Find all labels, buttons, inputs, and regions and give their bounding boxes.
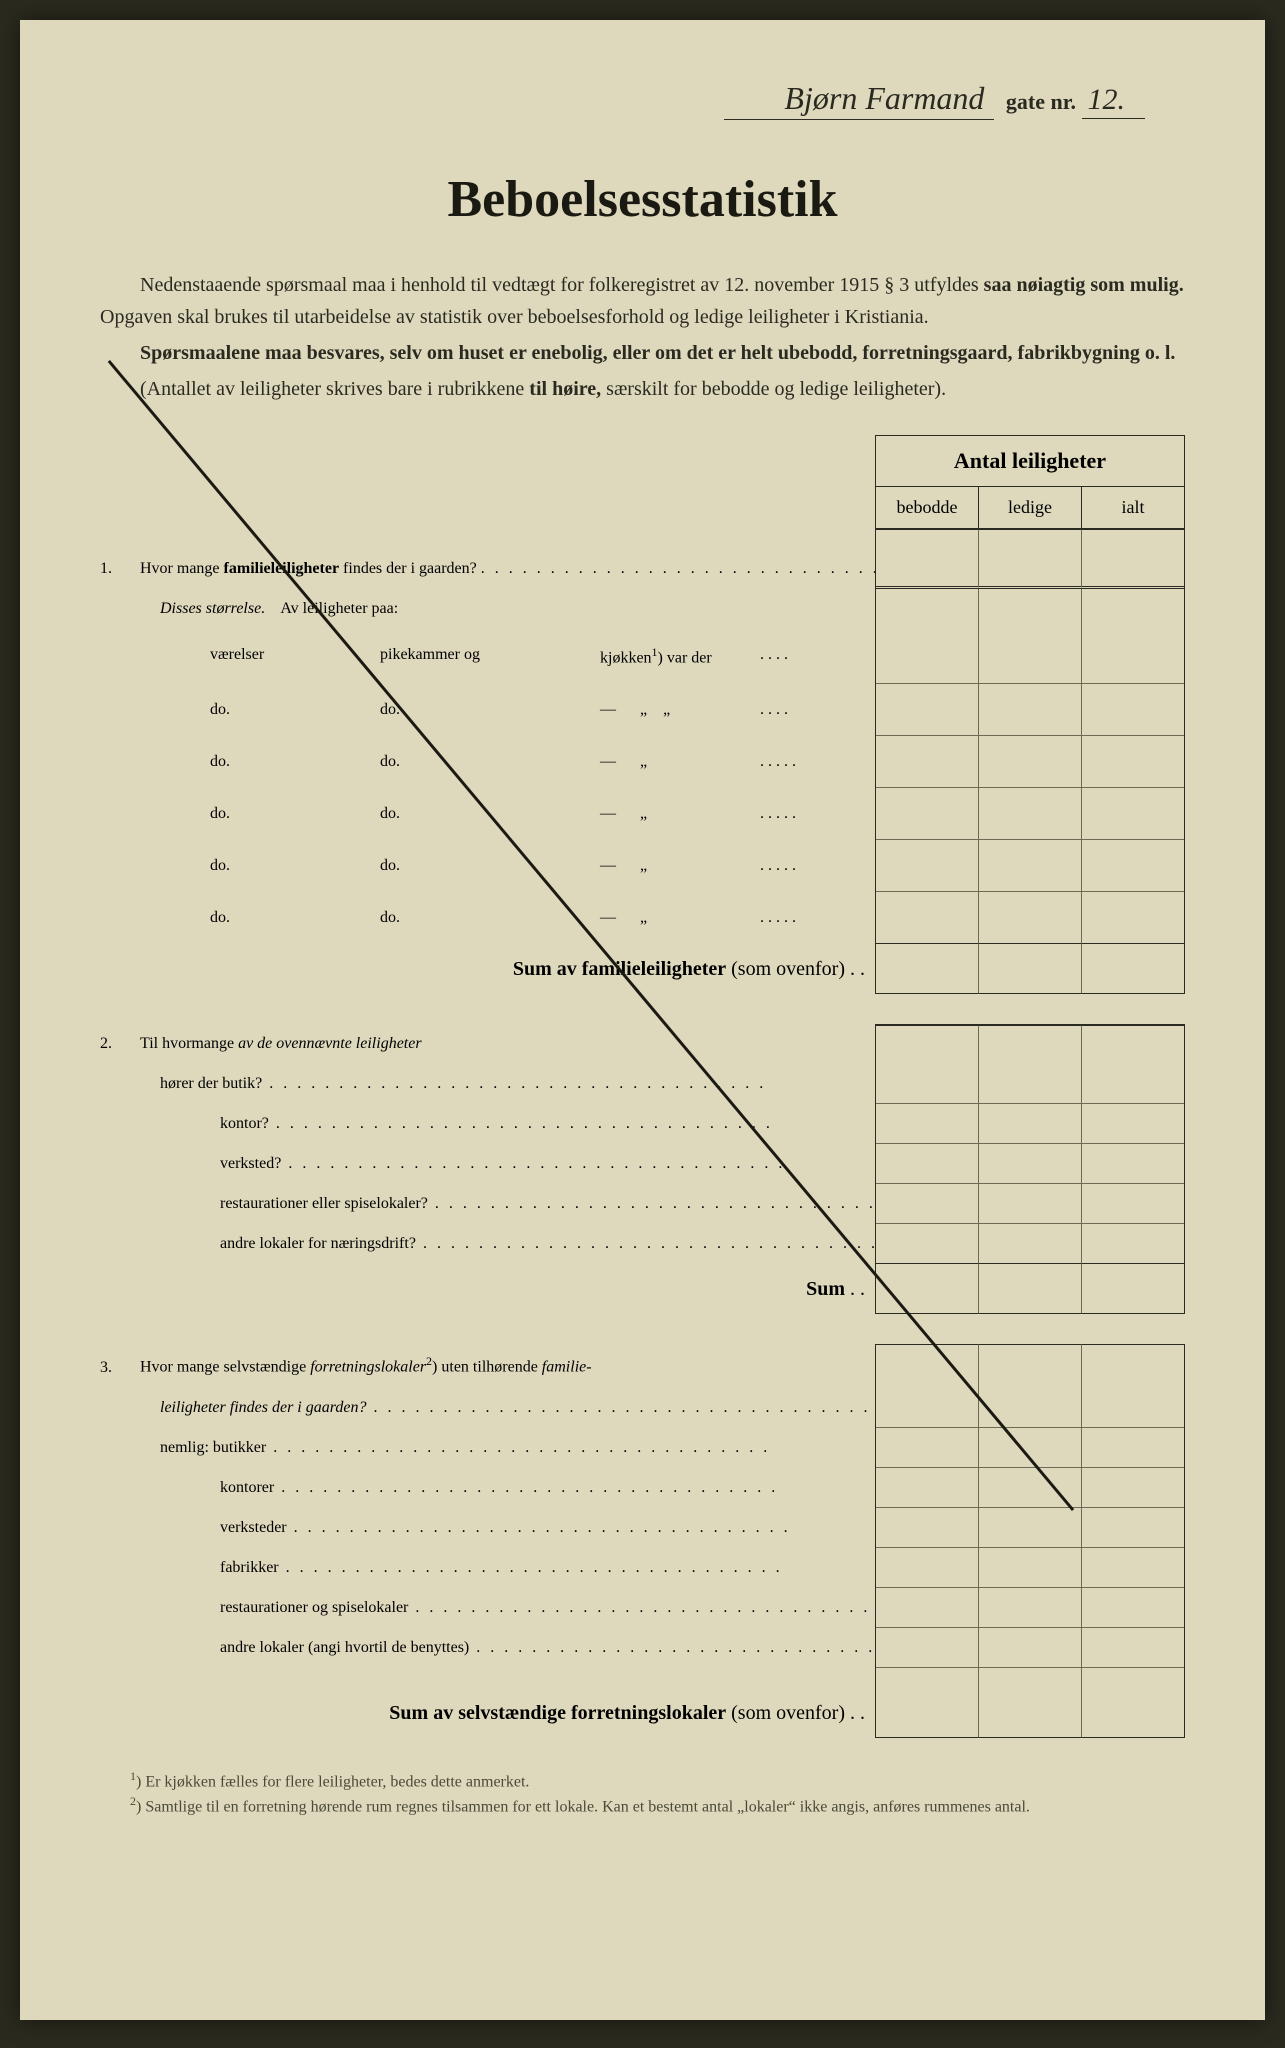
q1-size-row-4: do. do. — „ . . . . . [100,788,875,840]
q2-row-verksted: verksted? [100,1144,875,1184]
gate-label: gate nr. [1006,89,1076,114]
intro-p2: Spørsmaalene maa besvares, selv om huset… [140,342,1175,364]
q2-row-kontor: kontor? [100,1104,875,1144]
q3-row-rest: restaurationer og spiselokaler [100,1588,875,1628]
q2-label: 2.Til hvormange av de ovennævnte leiligh… [100,1024,875,1064]
q1-size-row-2: do. do. — „ „ . . . . [100,684,875,736]
intro-p3a: (Antallet av leiligheter skrives bare i … [140,378,529,400]
intro-text: Nedenstaaende spørsmaal maa i henhold ti… [100,269,1185,405]
q3-row-kontorer: kontorer [100,1468,875,1508]
street-handwritten: Bjørn Farmand [724,80,994,120]
col-ledige: ledige [979,487,1082,528]
q2-row-rest: restaurationer eller spiselokaler? [100,1184,875,1224]
q1-size-row-6: do. do. — „ . . . . . [100,892,875,944]
table-header-block: Antal leiligheter bebodde ledige ialt [875,435,1185,529]
table-header-title: Antal leiligheter [876,436,1184,487]
q1-size-row-5: do. do. — „ . . . . . [100,840,875,892]
intro-p3b: til høire, [529,378,601,400]
header-line: Bjørn Farmand gate nr. 12. [100,80,1185,120]
page-title: Beboelsesstatistik [100,170,1185,229]
q1-size-row-3: do. do. — „ . . . . . [100,736,875,788]
q3-label-line2: leiligheter findes der i gaarden? [100,1388,875,1428]
q2-row-butik: hører der butik? [100,1064,875,1104]
q2-sum: Sum . . [100,1264,875,1314]
q1-size-row-1: værelser pikekammer og kjøkken1) var der… [100,629,875,684]
q2-row-andre: andre lokaler for næringsdrift? [100,1224,875,1264]
q3-label-line1: 3.Hvor mange selvstændige forretningslok… [100,1344,875,1387]
intro-p1a: Nedenstaaende spørsmaal maa i henhold ti… [140,274,984,296]
col-ialt: ialt [1082,487,1184,528]
col-bebodde: bebodde [876,487,979,528]
document-page: Bjørn Farmand gate nr. 12. Beboelsesstat… [20,20,1265,2020]
q3-sum: Sum av selvstændige forretningslokaler (… [100,1688,875,1738]
q3-row-andre: andre lokaler (angi hvortil de benyttes) [100,1628,875,1668]
intro-p1b: saa nøiagtig som mulig. [984,274,1184,296]
q1-cells [875,549,1185,589]
q1-disses: Disses størrelse. Av leiligheter paa: [100,589,875,629]
q3-row-fabrikker: fabrikker [100,1548,875,1588]
q1-label: 1.Hvor mange familieleiligheter findes d… [100,549,875,589]
gate-number: 12. [1082,83,1146,119]
intro-p3c: særskilt for bebodde og ledige leilighet… [601,378,946,400]
q3-nemlig: nemlig: butikker [100,1428,875,1468]
q1-sum: Sum av familieleiligheter (som ovenfor) … [100,944,875,994]
q3-row-verksteder: verksteder [100,1508,875,1548]
intro-p1c: Opgaven skal brukes til utarbeidelse av … [100,306,929,328]
footnotes: 1) Er kjøkken fælles for flere leilighet… [100,1768,1185,1819]
